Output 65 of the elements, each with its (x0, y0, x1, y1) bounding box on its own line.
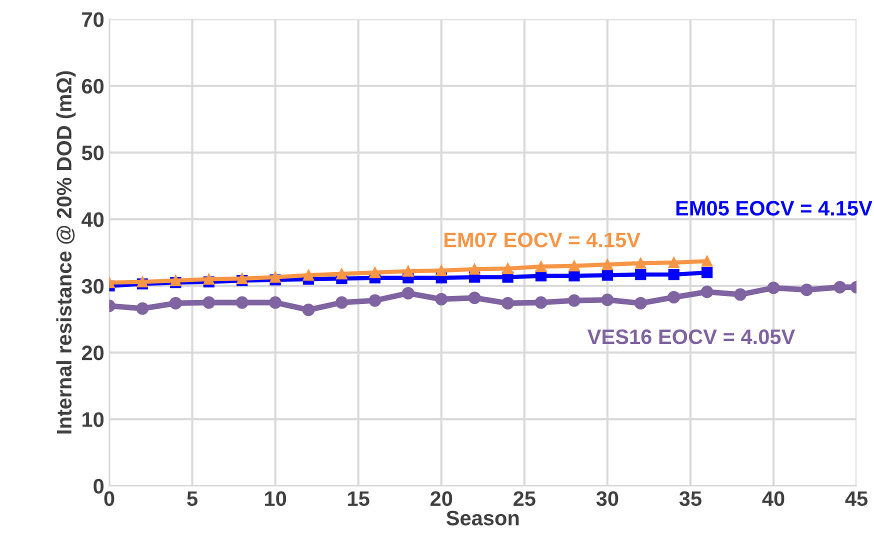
y-tick-label: 10 (82, 412, 104, 427)
point (436, 264, 447, 276)
y-tick-label: 50 (82, 146, 104, 160)
series-label: VES16 EOCV = 4.05V (587, 329, 796, 344)
point (270, 272, 281, 283)
x-tick-label: 15 (348, 491, 370, 506)
point (502, 262, 514, 274)
text: EM05 EOCV = 4.15V (676, 200, 872, 216)
point (702, 256, 713, 267)
point (269, 296, 282, 309)
point (136, 302, 149, 315)
point (369, 266, 380, 278)
y-tick-label: 20 (82, 346, 104, 360)
point (203, 274, 214, 285)
point (702, 266, 713, 278)
point (668, 268, 680, 280)
y-tick-label: 60 (82, 78, 104, 94)
point (668, 290, 680, 304)
point (236, 296, 248, 309)
point (767, 282, 780, 294)
point (568, 270, 580, 282)
x-tick-label: 45 (845, 491, 868, 506)
x-axis-title: Season (446, 510, 519, 526)
point (502, 296, 514, 310)
x-tick-label: 30 (596, 491, 618, 506)
point (602, 258, 613, 270)
x-tick-label: 20 (430, 491, 452, 506)
x-tick-label: 35 (679, 491, 702, 506)
point (834, 280, 846, 294)
point (568, 294, 580, 307)
point (634, 296, 647, 310)
y-axis-title: Internal resistance @ 20% DOD (mΩ) (56, 71, 76, 434)
point (668, 256, 680, 268)
point (635, 268, 646, 280)
series-label: EM07 EOCV = 4.15V (444, 232, 640, 248)
point (602, 270, 613, 281)
point (368, 294, 382, 307)
x-tick-label: 5 (187, 491, 198, 506)
y-tick-label: 30 (82, 278, 104, 294)
point (202, 296, 216, 309)
point (302, 270, 314, 281)
y-tick-label: 0 (94, 478, 104, 494)
point (800, 284, 813, 296)
x-tick-label: 10 (265, 491, 286, 506)
point (402, 266, 414, 277)
point (435, 292, 448, 306)
point (468, 292, 481, 304)
point (734, 288, 747, 301)
point (469, 264, 480, 275)
point (402, 286, 414, 300)
x-tick-label: 40 (762, 491, 784, 506)
x-tick-label: 0 (104, 491, 114, 506)
x-tick-label: 25 (514, 491, 536, 506)
point (635, 258, 646, 269)
point (601, 294, 614, 306)
point (169, 296, 182, 310)
point (336, 268, 348, 280)
point (302, 304, 315, 316)
point (535, 260, 547, 272)
point (700, 286, 714, 298)
point (335, 296, 348, 309)
y-tick-label: 70 (82, 12, 104, 27)
point (534, 296, 548, 309)
y-tick-label: 40 (82, 212, 104, 227)
point (568, 260, 580, 272)
